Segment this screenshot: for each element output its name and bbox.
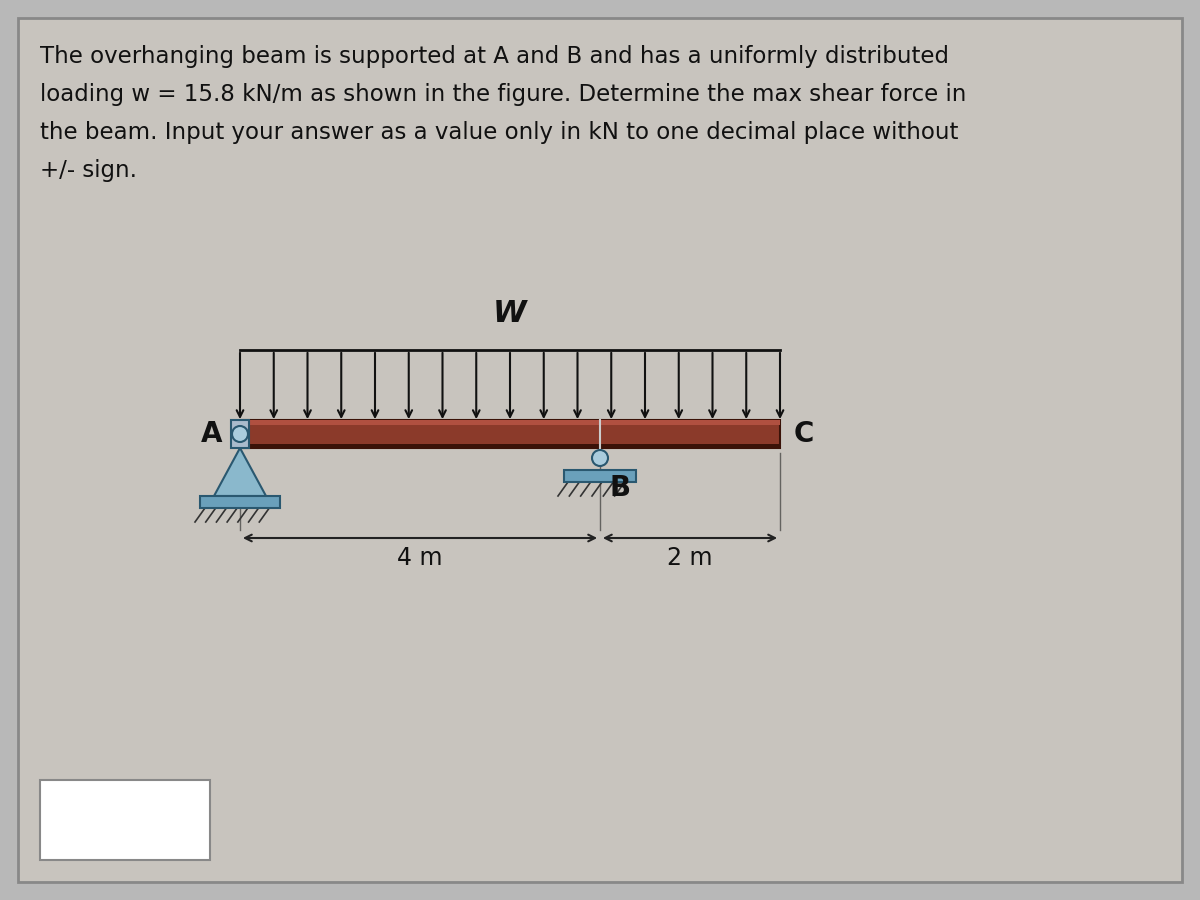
Text: 2 m: 2 m: [667, 546, 713, 570]
Bar: [240, 420, 780, 448]
Text: A: A: [200, 420, 222, 448]
Text: 4 m: 4 m: [397, 546, 443, 570]
Text: loading w = 15.8 kN/m as shown in the figure. Determine the max shear force in: loading w = 15.8 kN/m as shown in the fi…: [40, 83, 966, 106]
Bar: [200, 496, 280, 508]
Text: +/- sign.: +/- sign.: [40, 159, 137, 182]
Polygon shape: [214, 448, 266, 496]
Bar: [40, 780, 210, 860]
Text: W: W: [493, 299, 527, 328]
Bar: [240, 420, 780, 425]
Circle shape: [592, 450, 608, 466]
Bar: [240, 444, 780, 448]
Bar: [230, 420, 250, 448]
Text: the beam. Input your answer as a value only in kN to one decimal place without: the beam. Input your answer as a value o…: [40, 121, 959, 144]
Bar: [564, 470, 636, 482]
Circle shape: [232, 426, 248, 442]
Text: C: C: [794, 420, 815, 448]
Text: B: B: [610, 474, 631, 502]
Text: The overhanging beam is supported at A and B and has a uniformly distributed: The overhanging beam is supported at A a…: [40, 45, 949, 68]
